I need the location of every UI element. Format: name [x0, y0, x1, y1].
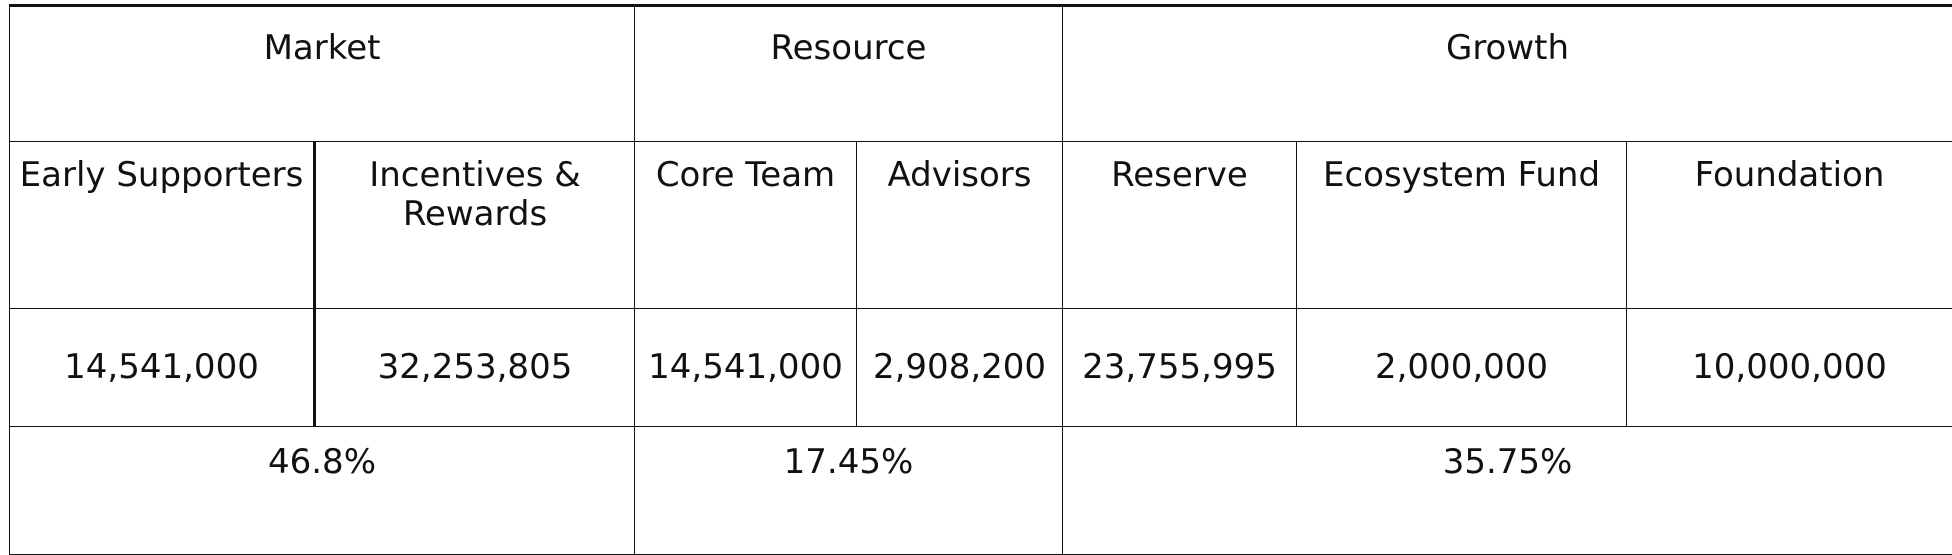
category-ecosystem-fund: Ecosystem Fund: [1297, 142, 1627, 309]
token-allocation-table: Market Resource Growth Early Supporters …: [9, 4, 1952, 555]
category-early-supporters: Early Supporters: [10, 142, 315, 309]
percentage-market: 46.8%: [10, 427, 635, 555]
percentage-row: 46.8% 17.45% 35.75%: [10, 427, 1952, 555]
category-advisors: Advisors: [857, 142, 1063, 309]
category-core-team: Core Team: [635, 142, 857, 309]
percentage-resource: 17.45%: [635, 427, 1063, 555]
category-reserve: Reserve: [1063, 142, 1297, 309]
group-header-growth: Growth: [1063, 6, 1952, 142]
group-header-row: Market Resource Growth: [10, 6, 1952, 142]
amount-foundation: 10,000,000: [1627, 309, 1952, 427]
amount-advisors: 2,908,200: [857, 309, 1063, 427]
category-header-row: Early Supporters Incentives & Rewards Co…: [10, 142, 1952, 309]
group-header-resource: Resource: [635, 6, 1063, 142]
amount-early-supporters: 14,541,000: [10, 309, 315, 427]
percentage-growth: 35.75%: [1063, 427, 1952, 555]
group-header-market: Market: [10, 6, 635, 142]
amount-ecosystem-fund: 2,000,000: [1297, 309, 1627, 427]
amount-reserve: 23,755,995: [1063, 309, 1297, 427]
category-foundation: Foundation: [1627, 142, 1952, 309]
category-incentives-rewards: Incentives & Rewards: [315, 142, 635, 309]
allocation-table-frame: Market Resource Growth Early Supporters …: [9, 4, 1952, 502]
amount-core-team: 14,541,000: [635, 309, 857, 427]
amount-row: 14,541,000 32,253,805 14,541,000 2,908,2…: [10, 309, 1952, 427]
amount-incentives-rewards: 32,253,805: [315, 309, 635, 427]
